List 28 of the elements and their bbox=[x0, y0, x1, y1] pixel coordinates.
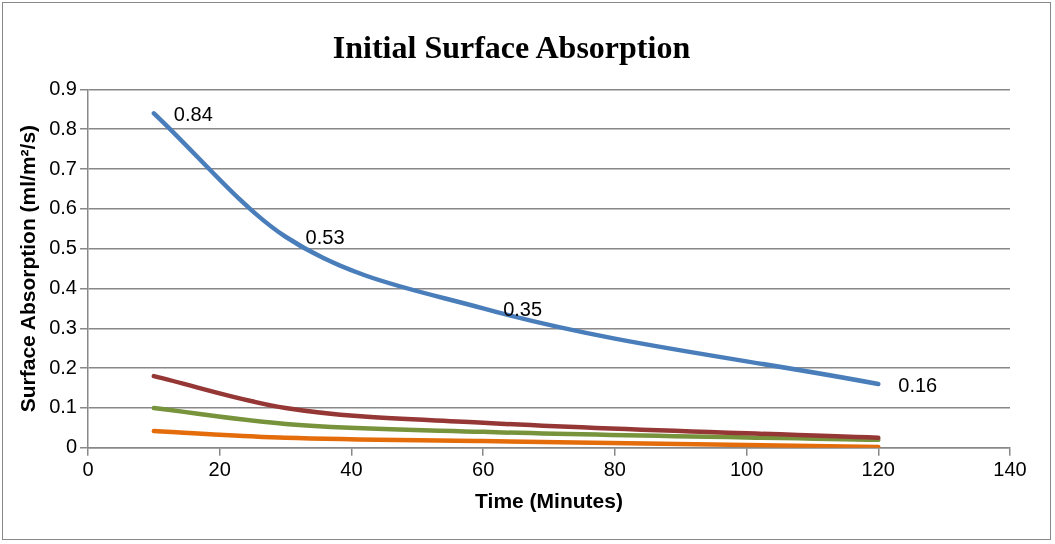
chart-title: Initial Surface Absorption bbox=[332, 29, 691, 66]
line-series bbox=[151, 428, 881, 448]
y-tick-label: 0.8 bbox=[49, 116, 77, 139]
x-tick-label: 140 bbox=[993, 458, 1027, 481]
data-label: 0.35 bbox=[503, 297, 543, 320]
y-tick-label: 0.7 bbox=[49, 156, 77, 179]
y-tick-label: 0.3 bbox=[49, 315, 77, 338]
data-label: 0.84 bbox=[173, 102, 213, 125]
line-series bbox=[151, 373, 881, 441]
x-tick-label: 120 bbox=[861, 458, 895, 481]
x-tick-label: 0 bbox=[82, 458, 94, 481]
x-axis-title: Time (Minutes) bbox=[475, 489, 623, 513]
data-label: 0.53 bbox=[305, 226, 345, 249]
x-tick-label: 20 bbox=[208, 458, 231, 481]
y-tick-label: 0.2 bbox=[49, 355, 77, 378]
y-tick-label: 0.9 bbox=[49, 76, 77, 99]
y-tick-label: 0.5 bbox=[49, 236, 77, 259]
y-tick-label: 0.4 bbox=[49, 276, 77, 299]
x-tick-label: 40 bbox=[340, 458, 363, 481]
y-tick-label: 0 bbox=[65, 435, 77, 458]
x-tick-label: 60 bbox=[472, 458, 495, 481]
y-tick-label: 0.1 bbox=[49, 395, 77, 418]
data-label: 0.16 bbox=[898, 373, 938, 396]
x-tick-label: 80 bbox=[603, 458, 626, 481]
y-axis-title: Surface Absorption (ml/m²/s) bbox=[16, 124, 40, 413]
x-tick-label: 100 bbox=[729, 458, 764, 481]
y-tick-label: 0.6 bbox=[49, 196, 77, 219]
line-series bbox=[151, 405, 881, 443]
